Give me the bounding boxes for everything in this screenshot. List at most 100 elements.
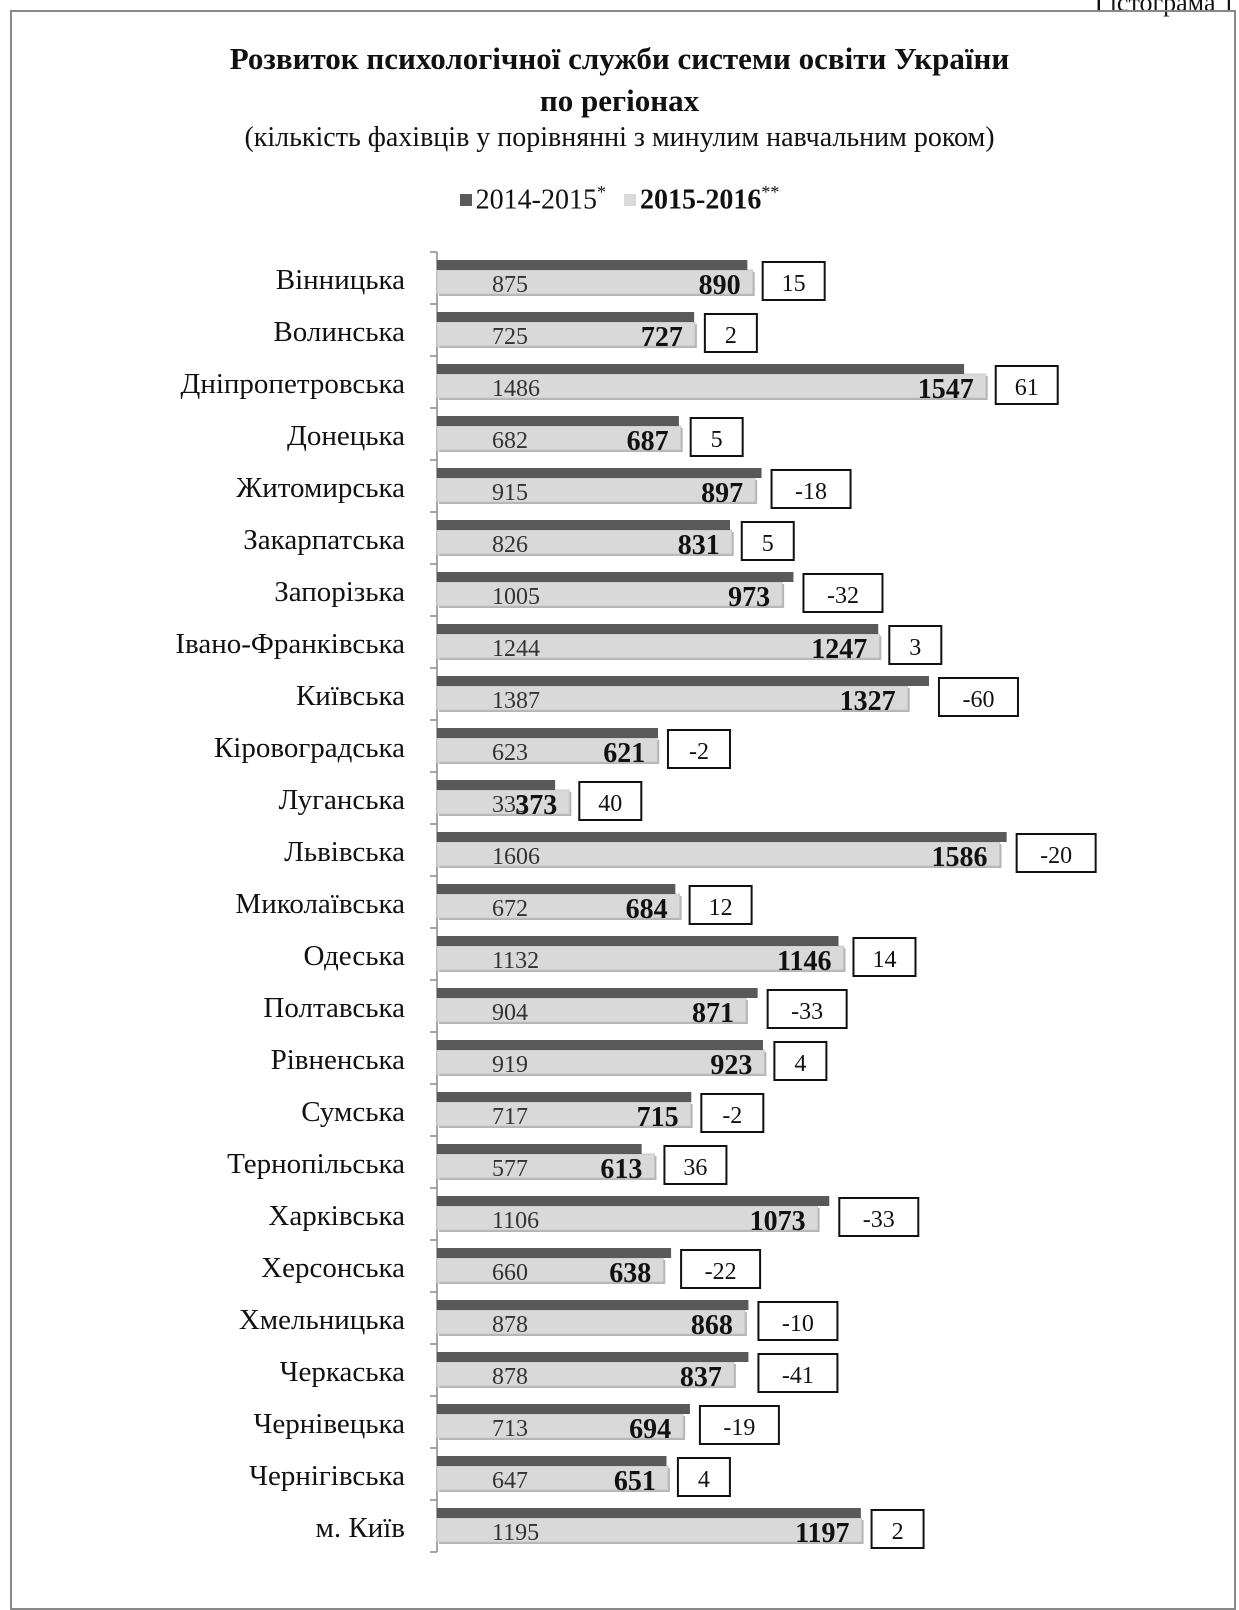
value-label-2014-2015: 878	[492, 1312, 528, 1338]
category-label: Вінницька	[276, 264, 405, 296]
category-label: Волинська	[273, 316, 405, 348]
difference-box	[663, 1145, 728, 1185]
difference-box	[676, 1457, 731, 1497]
difference-box	[1015, 833, 1097, 873]
value-label-2015-2016: 613	[600, 1154, 642, 1185]
bar-2015-2016	[436, 685, 909, 711]
value-label-2014-2015: 577	[492, 1156, 528, 1182]
category-label: Рівненська	[271, 1044, 406, 1076]
value-label-2014-2015: 660	[492, 1260, 528, 1286]
bar-2014-2015	[437, 1352, 749, 1362]
difference-box	[689, 417, 744, 457]
value-label-2015-2016: 684	[626, 894, 668, 925]
difference-label: 14	[872, 947, 896, 973]
value-label-2015-2016: 1586	[932, 842, 988, 873]
difference-label: -60	[962, 687, 994, 713]
bar-2014-2015	[437, 260, 748, 270]
bar-2014-2015	[437, 832, 1007, 842]
chart-subtitle: (кількість фахівців у порівнянні з минул…	[244, 122, 995, 153]
chart-title-line-1: Розвиток психологічної служби системи ос…	[229, 41, 1010, 76]
value-label-2015-2016: 868	[691, 1310, 733, 1341]
category-label: Київська	[296, 680, 405, 712]
value-label-2014-2015: 915	[492, 480, 528, 506]
bar-2015-2016	[436, 789, 570, 815]
value-label-2015-2016: 897	[701, 478, 743, 509]
difference-label: -22	[705, 1259, 737, 1285]
category-label: м. Київ	[316, 1512, 405, 1544]
difference-box	[888, 625, 943, 665]
difference-label: -10	[782, 1311, 814, 1337]
difference-label: -41	[782, 1363, 814, 1389]
bar-2014-2015	[437, 1456, 667, 1466]
bar-2014-2015	[437, 1404, 690, 1414]
bar-2015-2016	[436, 425, 682, 451]
bar-2014-2015	[437, 1196, 830, 1206]
difference-box	[703, 313, 758, 353]
value-label-2014-2015: 1387	[492, 688, 540, 714]
bar-2015-2016	[436, 321, 696, 347]
difference-box	[802, 573, 884, 613]
difference-box	[761, 261, 826, 301]
legend-label-2014-2015: 2014-2015	[475, 184, 597, 216]
bar-2015-2016	[436, 633, 880, 659]
value-label-2015-2016: 973	[728, 582, 770, 613]
legend-mark-2014-2015: *	[597, 182, 606, 202]
value-label-2014-2015: 713	[492, 1416, 528, 1442]
difference-box	[688, 885, 753, 925]
difference-box	[757, 1353, 839, 1393]
legend-swatch-2015-2016	[624, 193, 636, 206]
difference-box	[757, 1301, 839, 1341]
chart-legend: 2014-2015* 2015-2016**	[0, 182, 1239, 216]
value-label-2014-2015: 623	[492, 740, 528, 766]
bar-2015-2016	[436, 1153, 655, 1179]
value-label-2015-2016: 1247	[811, 634, 867, 665]
bar-2014-2015	[437, 1040, 763, 1050]
bar-2015-2016	[436, 737, 658, 763]
bar-2014-2015	[437, 572, 794, 582]
value-label-2014-2015: 647	[492, 1468, 528, 1494]
value-label-2015-2016: 373	[515, 790, 557, 821]
category-label: Чернівецька	[254, 1408, 406, 1440]
value-label-2015-2016: 687	[627, 426, 669, 457]
chart-title: Розвиток психологічної служби системи ос…	[0, 38, 1239, 122]
difference-label: 12	[709, 895, 733, 921]
difference-label: 40	[598, 791, 622, 817]
legend-label-2015-2016: 2015-2016	[640, 184, 762, 216]
value-label-2014-2015: 904	[492, 1000, 528, 1026]
value-label-2015-2016: 1327	[840, 686, 896, 717]
value-label-2015-2016: 1073	[750, 1206, 806, 1237]
legend-mark-2015-2016: **	[761, 182, 780, 202]
category-label: Донецька	[287, 420, 405, 452]
difference-label: -18	[795, 479, 827, 505]
difference-label: -2	[722, 1103, 742, 1129]
value-label-2014-2015: 1106	[492, 1208, 539, 1234]
value-label-2015-2016: 923	[710, 1050, 752, 1081]
difference-label: 3	[909, 635, 921, 661]
bar-2014-2015	[437, 728, 658, 738]
category-label: Миколаївська	[235, 888, 405, 920]
difference-box	[578, 781, 643, 821]
category-label: Кіровоградська	[214, 732, 405, 764]
value-label-2015-2016: 621	[603, 738, 645, 769]
category-label: Закарпатська	[243, 524, 405, 556]
bar-2014-2015	[437, 364, 965, 374]
value-label-2014-2015: 1244	[492, 636, 540, 662]
bar-2014-2015	[437, 1300, 749, 1310]
bar-2015-2016	[436, 893, 681, 919]
category-label: Львівська	[284, 836, 405, 868]
legend-swatch-2014-2015	[459, 193, 472, 206]
bar-2014-2015	[437, 676, 929, 686]
bar-2014-2015	[437, 1144, 642, 1154]
value-label-2014-2015: 1132	[492, 948, 539, 974]
value-label-2014-2015: 1195	[492, 1520, 539, 1546]
value-label-2014-2015: 878	[492, 1364, 528, 1390]
chart-title-line-2: по регіонах	[539, 83, 700, 118]
category-label: Сумська	[301, 1096, 405, 1128]
value-label-2014-2015: 919	[492, 1052, 528, 1078]
category-label: Чернігівська	[249, 1460, 405, 1492]
bar-2014-2015	[437, 468, 762, 478]
bar-2015-2016	[436, 945, 844, 971]
value-label-2014-2015: 717	[492, 1104, 528, 1130]
difference-label: -33	[863, 1207, 895, 1233]
difference-box	[870, 1509, 925, 1549]
